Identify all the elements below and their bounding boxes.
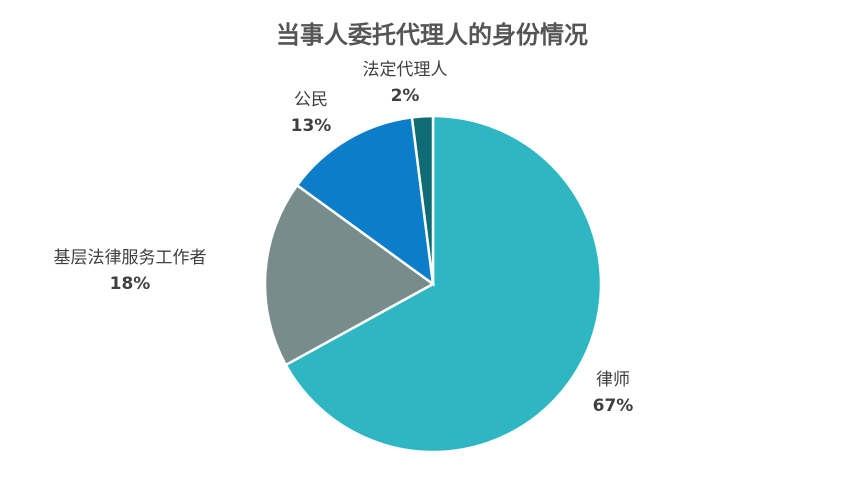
slice-value-label: 67% (593, 396, 634, 416)
slice-label: 律师 (596, 370, 630, 390)
chart-title: 当事人委托代理人的身份情况 (276, 21, 588, 49)
pie-slice (410, 114, 435, 285)
slice-label: 法定代理人 (363, 60, 448, 80)
pie-slice (263, 183, 436, 367)
slice-value-label: 2% (391, 86, 420, 106)
slice-label: 公民 (294, 90, 328, 110)
pie-slice (295, 115, 435, 287)
slice-value-label: 13% (291, 116, 332, 136)
slice-label: 基层法律服务工作者 (54, 248, 207, 268)
slice-value-label: 18% (110, 274, 151, 294)
pie-slice (284, 114, 603, 454)
